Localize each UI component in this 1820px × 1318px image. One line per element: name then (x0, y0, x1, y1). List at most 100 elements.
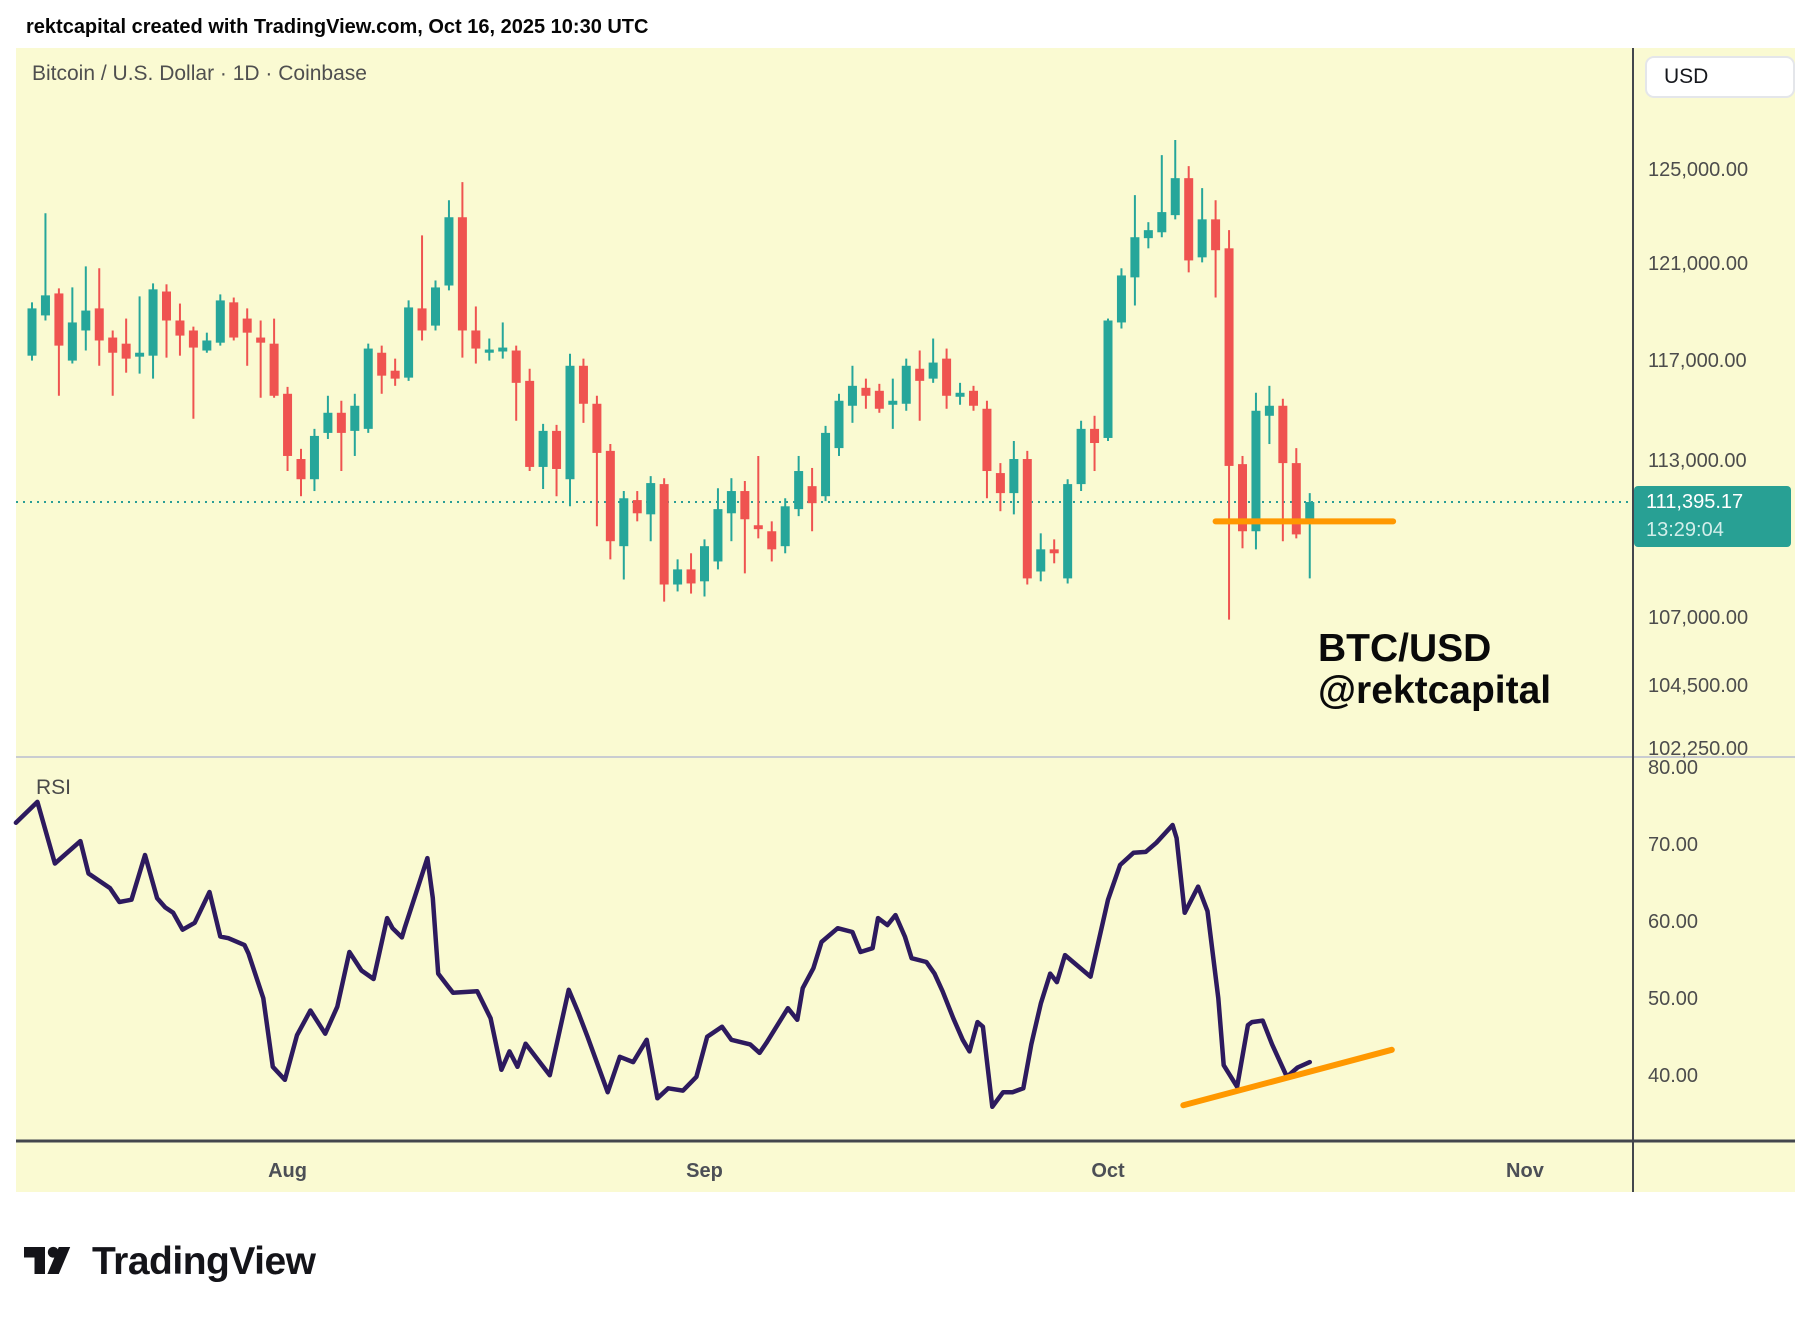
candle-body (511, 350, 521, 383)
chart-annotation: BTC/USD @rektcapital (1318, 628, 1551, 712)
candle-body (847, 385, 857, 406)
candle-body (1170, 178, 1180, 216)
candle-body (673, 569, 683, 585)
candle-body (538, 430, 548, 467)
candle-body (121, 343, 131, 359)
price-tick: 102,250.00 (1648, 737, 1749, 760)
currency-usd-button[interactable]: USD (1645, 56, 1795, 98)
candle-body (713, 509, 723, 562)
annotation-handle: @rektcapital (1318, 669, 1552, 712)
time-tick-nov: Nov (1506, 1160, 1544, 1182)
candle-body (390, 370, 400, 379)
rsi-indicator-label: RSI (36, 776, 72, 799)
candle-body (1130, 237, 1140, 278)
candle-body (81, 310, 91, 331)
candle-body (256, 337, 266, 343)
candle-body (498, 347, 508, 352)
price-tick: 125,000.00 (1648, 159, 1749, 182)
candle-body (1238, 464, 1247, 532)
rsi-tick: 70.00 (1648, 834, 1699, 856)
candle-body (296, 459, 306, 480)
rsi-trendline (1180, 1046, 1395, 1109)
candle-body (740, 491, 750, 520)
annotation-symbol: BTC/USD (1318, 627, 1492, 670)
candle-body (1103, 320, 1113, 438)
candle-body (525, 380, 535, 467)
candle-body (552, 430, 562, 469)
candle-body (1157, 212, 1167, 233)
candle-body (336, 412, 346, 433)
time-tick-sep: Sep (686, 1160, 723, 1182)
candle-body (861, 387, 871, 396)
candle-body (1076, 428, 1086, 485)
bar-countdown: 13:29:04 (1646, 519, 1724, 541)
candle-body (821, 432, 831, 497)
candle-body (471, 330, 481, 349)
candle-body (215, 300, 225, 343)
candle-body (578, 365, 588, 404)
candle-body (202, 340, 212, 351)
candle-body (1305, 502, 1315, 524)
last-price-value: 111,395.17 (1646, 491, 1744, 513)
candle-body (619, 498, 629, 547)
candle-body (188, 330, 198, 348)
candle-body (1009, 459, 1019, 494)
candle-body (888, 400, 898, 405)
candlestick-series (27, 140, 1315, 620)
candle-body (417, 308, 427, 331)
candle-body (1143, 230, 1153, 239)
candle-body (162, 291, 171, 321)
candle-body (404, 307, 414, 378)
candle-body (753, 525, 763, 530)
candle-body (1036, 549, 1046, 572)
candle-body (942, 358, 952, 396)
candle-body (1264, 405, 1274, 416)
candle-body (659, 484, 669, 585)
candle-body (108, 337, 118, 353)
tradingview-brand[interactable]: TradingView (24, 1240, 316, 1284)
candle-body (457, 217, 467, 331)
candle-body (982, 408, 992, 472)
last-price-label: 111,395.17 13:29:04 (1634, 486, 1791, 547)
price-tick: 113,000.00 (1648, 449, 1747, 472)
candle-body (767, 531, 777, 550)
tradingview-logo-text: TradingView (92, 1240, 316, 1283)
candle-body (1278, 405, 1288, 464)
candle-body (350, 405, 360, 431)
candle-body (283, 393, 293, 456)
candle-body (1211, 219, 1221, 251)
candle-body (794, 471, 804, 510)
candle-body (148, 289, 158, 356)
price-tick: 107,000.00 (1648, 606, 1749, 629)
candle-body (1116, 275, 1126, 323)
candle-body (646, 483, 656, 515)
candle-body (605, 450, 615, 542)
price-tick: 117,000.00 (1648, 349, 1747, 372)
candle-body (726, 491, 736, 514)
candle-body (969, 390, 978, 406)
time-tick-aug: Aug (268, 1160, 307, 1182)
candle-body (27, 308, 37, 356)
candle-body (1049, 549, 1059, 554)
candle-body (484, 349, 494, 353)
candle-body (874, 390, 884, 409)
candle-body (1090, 428, 1100, 444)
candle-body (1251, 410, 1261, 532)
symbol-title: Bitcoin / U.S. Dollar · 1D · Coinbase (32, 62, 367, 85)
candle-body (1022, 459, 1032, 579)
candle-body (928, 362, 938, 379)
candle-body (834, 400, 844, 449)
candle-body (40, 295, 50, 316)
candle-body (632, 500, 642, 514)
candle-body (915, 368, 925, 381)
candle-body (700, 546, 709, 582)
candle-body (54, 293, 64, 346)
rsi-tick: 40.00 (1648, 1065, 1699, 1087)
price-tick: 104,500.00 (1648, 675, 1749, 698)
candle-body (309, 435, 319, 480)
candle-body (807, 486, 817, 504)
currency-usd-label: USD (1664, 65, 1709, 88)
candle-body (377, 352, 387, 376)
